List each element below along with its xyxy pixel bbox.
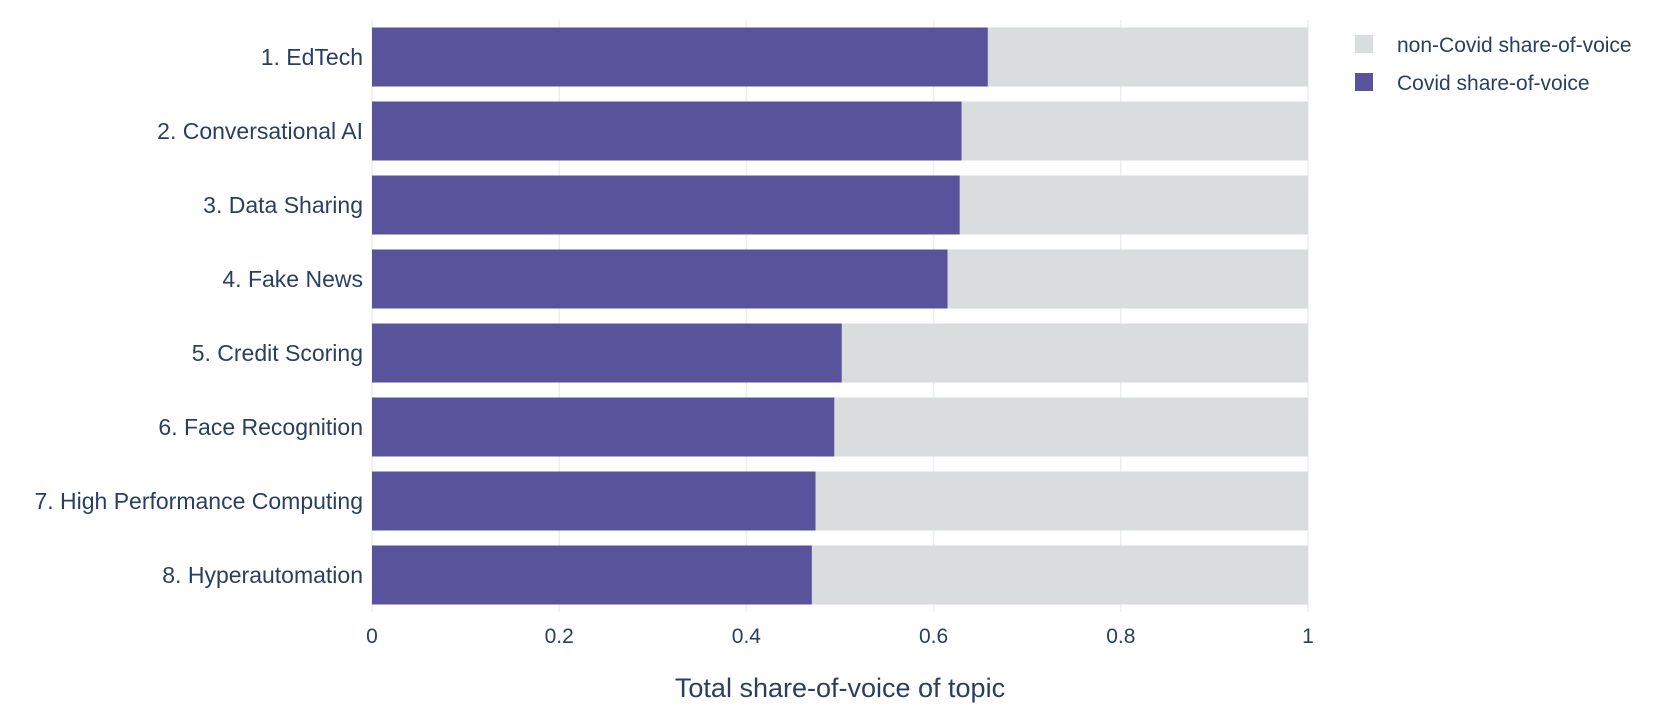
x-tick-label: 0.8 <box>1106 625 1135 648</box>
category-labels: 1. EdTech 2. Conversational AI 3. Data Sha… <box>34 44 363 588</box>
x-tick-label: 1 <box>1302 625 1314 648</box>
covid-bar <box>372 101 962 161</box>
covid-bar <box>372 175 960 235</box>
x-tick-label: 0.6 <box>919 625 948 648</box>
non-covid-bar <box>811 545 1308 605</box>
legend: non-Covid share-of-voice Covid share-of-v… <box>1355 34 1632 95</box>
covid-bar <box>372 27 988 87</box>
legend-swatch <box>1355 35 1373 53</box>
non-covid-bar <box>841 323 1308 383</box>
non-covid-bar <box>947 249 1308 309</box>
x-tick-label: 0.2 <box>545 625 574 648</box>
x-tick-label: 0 <box>366 625 378 648</box>
covid-bar <box>372 545 812 605</box>
category-label: 3. Data Sharing <box>203 192 363 218</box>
category-label: 1. EdTech <box>261 44 363 70</box>
x-axis-title: Total share-of-voice of topic <box>675 673 1005 703</box>
x-tick-label: 0.4 <box>732 625 762 648</box>
legend-label: Covid share-of-voice <box>1397 72 1590 95</box>
category-label: 6. Face Recognition <box>158 414 363 440</box>
legend-label: non-Covid share-of-voice <box>1397 34 1632 57</box>
category-label: 8. Hyperautomation <box>162 562 363 588</box>
covid-bar <box>372 249 948 309</box>
non-covid-bar <box>959 175 1308 235</box>
covid-bar <box>372 471 816 531</box>
covid-bar <box>372 323 842 383</box>
category-label: 2. Conversational AI <box>157 118 363 144</box>
legend-swatch <box>1355 73 1373 91</box>
category-label: 5. Credit Scoring <box>192 340 363 366</box>
category-label: 4. Fake News <box>222 266 363 292</box>
non-covid-bar <box>987 27 1308 87</box>
non-covid-bar <box>834 397 1308 457</box>
x-tick-labels: 0 0.2 0.4 0.6 0.8 1 <box>366 625 1314 648</box>
covid-bar <box>372 397 835 457</box>
bars <box>372 27 1308 605</box>
non-covid-bar <box>961 101 1308 161</box>
category-label: 7. High Performance Computing <box>34 488 363 514</box>
non-covid-bar <box>815 471 1308 531</box>
